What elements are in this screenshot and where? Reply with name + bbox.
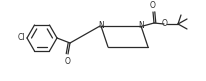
Text: Cl: Cl (18, 34, 25, 43)
Text: O: O (149, 1, 155, 10)
Text: O: O (161, 20, 167, 29)
Text: O: O (64, 57, 70, 66)
Text: N: N (137, 21, 143, 31)
Text: N: N (98, 21, 103, 31)
